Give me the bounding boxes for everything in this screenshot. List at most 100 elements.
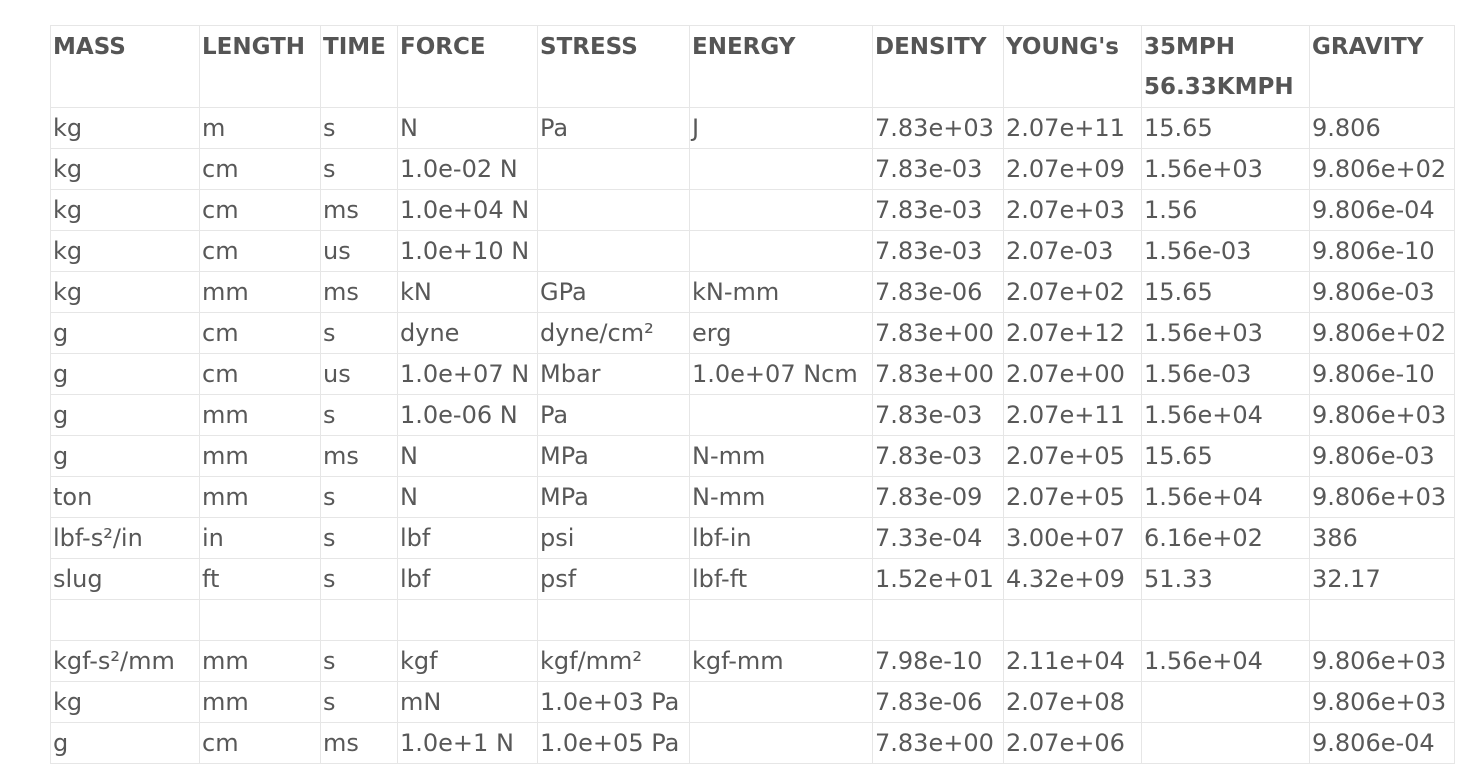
- table-cell: 15.65: [1141, 107, 1310, 149]
- table-cell: 9.806e-04: [1309, 189, 1455, 231]
- table-cell: 1.56e+04: [1141, 640, 1310, 682]
- table-cell: 9.806e+02: [1309, 148, 1455, 190]
- table-cell: 2.07e+03: [1003, 189, 1142, 231]
- column-header-label: ENERGY: [692, 34, 796, 60]
- table-cell: cm: [199, 353, 321, 395]
- table-cell: [537, 599, 690, 641]
- table-cell: Pa: [537, 394, 690, 436]
- table-cell: [689, 189, 873, 231]
- table-cell: 1.56: [1141, 189, 1310, 231]
- table-cell: mm: [199, 394, 321, 436]
- column-header-label: DENSITY: [875, 34, 987, 60]
- table-cell: g: [50, 722, 200, 764]
- table-cell: N: [397, 476, 538, 518]
- column-header-mass: MASS: [50, 25, 200, 108]
- table-cell: N: [397, 435, 538, 477]
- table-cell: 7.83e-03: [872, 189, 1004, 231]
- table-cell: 1.52e+01: [872, 558, 1004, 600]
- table-cell: g: [50, 435, 200, 477]
- table-cell: [1141, 599, 1310, 641]
- table-cell: [537, 148, 690, 190]
- table-cell: 7.83e-06: [872, 681, 1004, 723]
- table-cell: us: [320, 230, 398, 272]
- table-cell: s: [320, 312, 398, 354]
- table-cell: mm: [199, 476, 321, 518]
- table-cell: 2.07e+00: [1003, 353, 1142, 395]
- table-cell: 1.0e+1 N: [397, 722, 538, 764]
- column-header-young-s: YOUNG's: [1003, 25, 1142, 108]
- table-cell: 7.83e-03: [872, 148, 1004, 190]
- table-cell: 1.56e+03: [1141, 312, 1310, 354]
- table-cell: [397, 599, 538, 641]
- table-cell: cm: [199, 148, 321, 190]
- table-cell: ms: [320, 435, 398, 477]
- table-cell: [50, 599, 200, 641]
- table-cell: ms: [320, 271, 398, 313]
- table-cell: kgf: [397, 640, 538, 682]
- table-cell: 32.17: [1309, 558, 1455, 600]
- table-cell: kg: [50, 107, 200, 149]
- table-cell: s: [320, 517, 398, 559]
- table-cell: ms: [320, 722, 398, 764]
- table-cell: ms: [320, 189, 398, 231]
- table-cell: 9.806e-03: [1309, 271, 1455, 313]
- table-cell: N: [397, 107, 538, 149]
- table-cell: MPa: [537, 435, 690, 477]
- table-cell: 1.0e+05 Pa: [537, 722, 690, 764]
- table-row: lbf-s²/in in s lbf psi lbf-in 7.33e-04 3.00e+07…: [50, 517, 1455, 559]
- table-body: kg m s N Pa J 7.83e+03 2.07e+11 15.65 9.806 kg cm s 1…: [50, 107, 1455, 764]
- table-cell: s: [320, 107, 398, 149]
- column-header-label: FORCE: [400, 34, 486, 60]
- table-cell: [689, 722, 873, 764]
- table-cell: us: [320, 353, 398, 395]
- table-cell: mm: [199, 640, 321, 682]
- table-row: g mm s 1.0e-06 N Pa 7.83e-03 2.07e+11 1.56e+04 9…: [50, 394, 1455, 436]
- column-header-length: LENGTH: [199, 25, 321, 108]
- table-cell: 15.65: [1141, 271, 1310, 313]
- table-cell: s: [320, 558, 398, 600]
- table-cell: g: [50, 394, 200, 436]
- column-header-label: GRAVITY: [1312, 34, 1424, 60]
- table-cell: 1.0e+07 N: [397, 353, 538, 395]
- table-cell: 7.33e-04: [872, 517, 1004, 559]
- table-cell: 15.65: [1141, 435, 1310, 477]
- table-cell: 7.83e-03: [872, 230, 1004, 272]
- table-row: [50, 599, 1455, 641]
- table-cell: 2.07e-03: [1003, 230, 1142, 272]
- table-cell: mm: [199, 435, 321, 477]
- table-cell: 1.0e+07 Ncm: [689, 353, 873, 395]
- table-cell: 9.806e-10: [1309, 353, 1455, 395]
- table-cell: 1.56e+04: [1141, 394, 1310, 436]
- table-row: kg cm us 1.0e+10 N 7.83e-03 2.07e-03 1.56e-03 9…: [50, 230, 1455, 272]
- column-header-label: TIME: [323, 34, 386, 60]
- table-cell: kg: [50, 681, 200, 723]
- table-row: kg cm s 1.0e-02 N 7.83e-03 2.07e+09 1.56e+03 9.…: [50, 148, 1455, 190]
- table-cell: 3.00e+07: [1003, 517, 1142, 559]
- table-cell: 7.83e+00: [872, 722, 1004, 764]
- table-cell: s: [320, 394, 398, 436]
- table-cell: in: [199, 517, 321, 559]
- table-cell: kN-mm: [689, 271, 873, 313]
- table-cell: 2.07e+08: [1003, 681, 1142, 723]
- table-row: g cm us 1.0e+07 N Mbar 1.0e+07 Ncm 7.83e+00 2.0…: [50, 353, 1455, 395]
- table-cell: 1.0e+03 Pa: [537, 681, 690, 723]
- table-cell: MPa: [537, 476, 690, 518]
- table-row: kg m s N Pa J 7.83e+03 2.07e+11 15.65 9.806: [50, 107, 1455, 149]
- table-cell: dyne/cm²: [537, 312, 690, 354]
- table-header: MASS LENGTH TIME FORCE STRESS ENERGY DENSITY YO…: [50, 25, 1455, 108]
- table-cell: mm: [199, 271, 321, 313]
- table-cell: lbf-s²/in: [50, 517, 200, 559]
- table-cell: lbf-in: [689, 517, 873, 559]
- column-header-label: YOUNG's: [1006, 34, 1119, 60]
- table-cell: 2.07e+09: [1003, 148, 1142, 190]
- table-cell: [1003, 599, 1142, 641]
- column-header-time: TIME: [320, 25, 398, 108]
- table-cell: 1.0e-06 N: [397, 394, 538, 436]
- table-cell: 2.07e+11: [1003, 394, 1142, 436]
- table-cell: 7.83e-03: [872, 435, 1004, 477]
- table-cell: 1.0e-02 N: [397, 148, 538, 190]
- table-cell: g: [50, 312, 200, 354]
- table-cell: 7.83e-06: [872, 271, 1004, 313]
- table-cell: 9.806e+02: [1309, 312, 1455, 354]
- table-cell: 7.98e-10: [872, 640, 1004, 682]
